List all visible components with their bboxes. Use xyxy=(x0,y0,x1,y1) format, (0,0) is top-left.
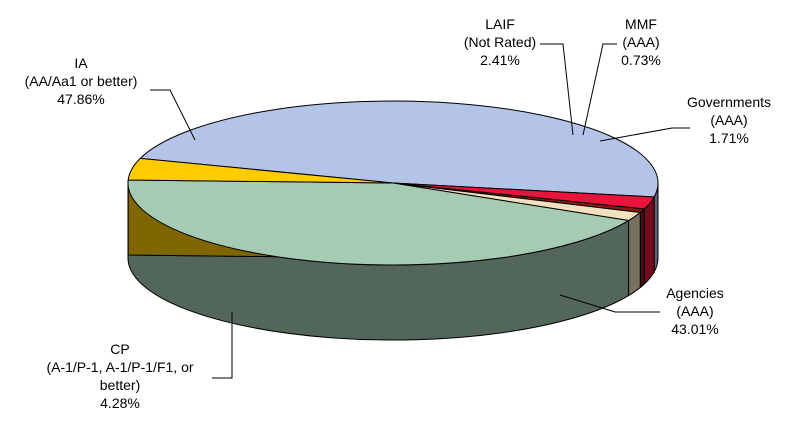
slice-name: LAIF xyxy=(485,16,515,32)
slice-rating: (Not Rated) xyxy=(463,34,537,50)
slice-value: 1.71% xyxy=(709,130,749,146)
slice-label-ia: IA (AA/Aa1 or better) 47.86% xyxy=(6,54,156,108)
leader-line-mmf xyxy=(582,43,617,136)
pie-side-governments xyxy=(628,211,641,297)
pie-slice-cp xyxy=(127,157,394,184)
slice-value: 0.73% xyxy=(621,52,661,68)
slice-label-governments: Governments (AAA) 1.71% xyxy=(664,93,794,147)
slice-value: 4.28% xyxy=(100,395,140,411)
slice-rating-line-2: better) xyxy=(99,377,141,393)
leader-lines xyxy=(150,43,690,379)
pie-side-laif xyxy=(643,195,655,286)
pie-slice-agencies xyxy=(127,179,631,266)
pie-slice-ia xyxy=(139,100,659,198)
slice-value: 47.86% xyxy=(57,91,105,107)
slice-name: MMF xyxy=(625,16,657,32)
leader-line-laif xyxy=(540,43,574,136)
slice-label-mmf: MMF (AAA) 0.73% xyxy=(596,15,686,69)
slice-value: 2.41% xyxy=(480,52,520,68)
slice-name: CP xyxy=(110,341,130,357)
slice-name: Governments xyxy=(686,94,772,110)
slice-rating: (AA/Aa1 or better) xyxy=(24,73,138,89)
slice-rating: (AAA) xyxy=(676,303,714,319)
slice-rating: (AAA) xyxy=(622,34,660,50)
slice-rating-line-1: (A-1/P-1, A-1/P-1/F1, or xyxy=(46,359,194,375)
leader-line-governments xyxy=(599,127,690,142)
slice-value: 43.01% xyxy=(671,321,719,337)
leader-line-ia xyxy=(150,89,196,141)
leader-line-agencies xyxy=(559,294,660,313)
slice-rating: (AAA) xyxy=(710,112,748,128)
slice-label-laif: LAIF (Not Rated) 2.41% xyxy=(440,15,560,69)
slice-label-agencies: Agencies (AAA) 43.01% xyxy=(640,284,750,338)
slice-name: IA xyxy=(74,55,88,71)
slice-name: Agencies xyxy=(666,285,724,301)
slice-label-cp: CP (A-1/P-1, A-1/P-1/F1, or better) 4.28… xyxy=(20,340,220,412)
pie-side-mmf xyxy=(639,207,645,289)
pie-tops xyxy=(127,100,659,266)
leader-line-cp xyxy=(212,312,233,379)
